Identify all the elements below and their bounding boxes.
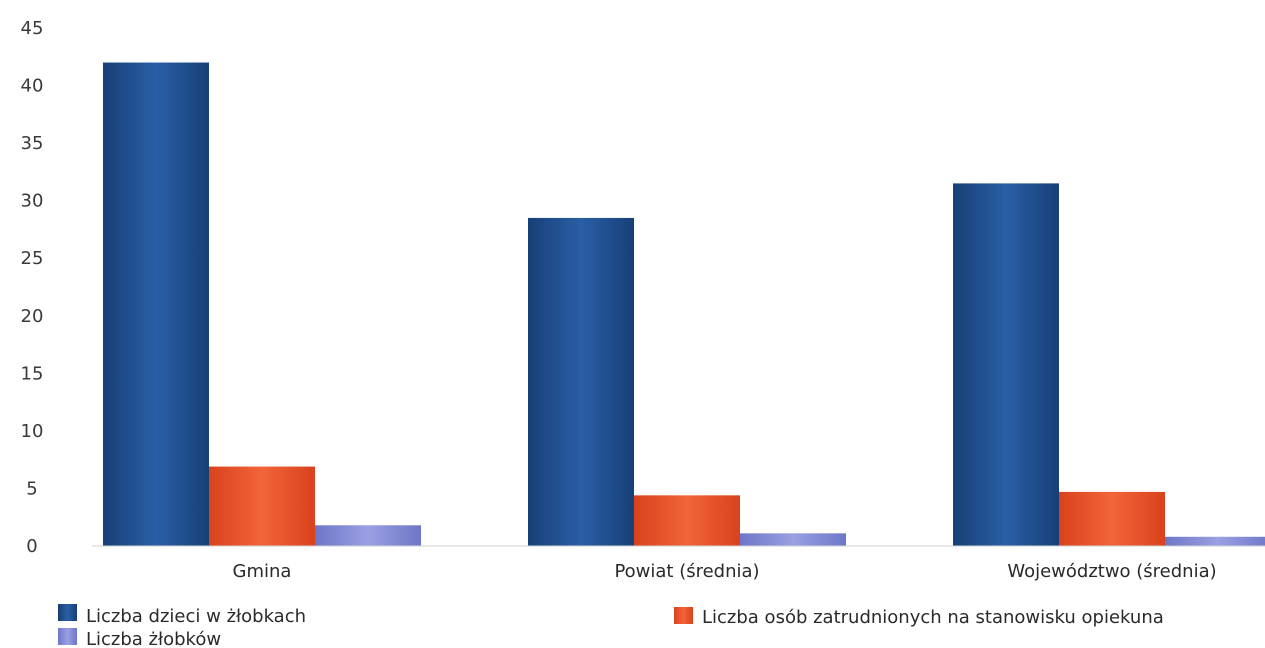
y-tick-label: 25 bbox=[21, 248, 44, 269]
bar-series-1-category-1 bbox=[103, 62, 209, 547]
x-category-label: Gmina bbox=[233, 561, 292, 582]
bar-series-1-category-3 bbox=[953, 183, 1059, 546]
legend-swatch-series-2 bbox=[674, 607, 693, 624]
x-category-label: Województwo (średnia) bbox=[1007, 561, 1216, 582]
bar-series-3-category-2 bbox=[740, 533, 846, 546]
y-tick-label: 15 bbox=[21, 363, 44, 384]
bar-series-2-category-2 bbox=[634, 495, 740, 546]
y-tick-label: 0 bbox=[26, 536, 37, 557]
x-axis: Gmina Powiat (średnia) Województwo (średni… bbox=[233, 561, 1217, 582]
y-tick-label: 35 bbox=[21, 133, 44, 154]
y-axis: 0 5 10 15 20 25 30 35 40 45 bbox=[21, 18, 44, 557]
bar-series-2-category-3 bbox=[1059, 491, 1165, 546]
y-tick-label: 45 bbox=[21, 18, 44, 39]
y-tick-label: 20 bbox=[21, 306, 44, 327]
bars bbox=[103, 62, 1265, 547]
legend-label-series-1: Liczba dzieci w żłobkach bbox=[86, 606, 306, 627]
bar-series-2-category-1 bbox=[209, 466, 315, 546]
bar-series-3-category-1 bbox=[315, 525, 421, 546]
x-category-label: Powiat (średnia) bbox=[614, 561, 759, 582]
legend-label-series-3: Liczba żłobków bbox=[86, 629, 221, 648]
legend-swatch-series-1 bbox=[58, 604, 77, 621]
y-tick-label: 40 bbox=[21, 76, 44, 97]
bar-series-3-category-3 bbox=[1165, 536, 1265, 546]
legend-swatch-series-3 bbox=[58, 628, 77, 645]
legend: Liczba dzieci w żłobkach Liczba osób zatr… bbox=[58, 604, 1164, 648]
y-tick-label: 10 bbox=[21, 421, 44, 442]
legend-label-series-2: Liczba osób zatrudnionych na stanowisku … bbox=[702, 607, 1164, 628]
bar-series-1-category-2 bbox=[528, 217, 634, 546]
y-tick-label: 30 bbox=[21, 191, 44, 212]
y-tick-label: 5 bbox=[26, 478, 37, 499]
